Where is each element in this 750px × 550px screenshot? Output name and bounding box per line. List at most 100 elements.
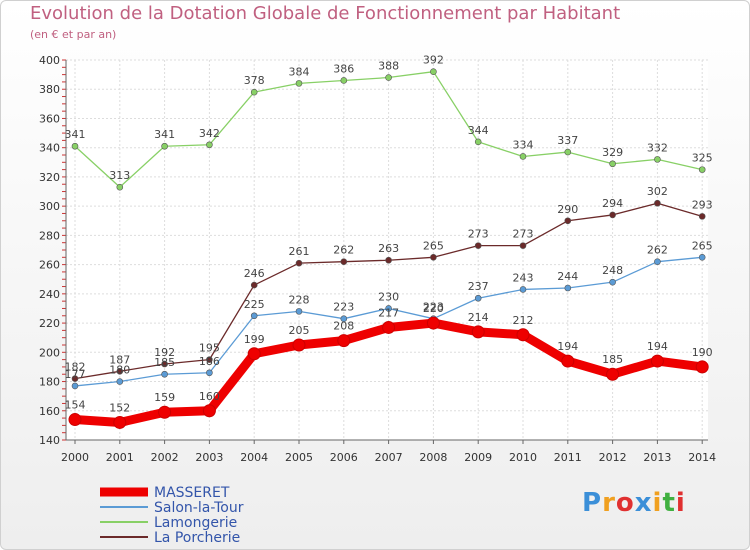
data-label: 248: [602, 264, 623, 277]
y-tick-label: 340: [39, 142, 60, 155]
data-label: 246: [244, 267, 265, 280]
data-label: 177: [65, 368, 86, 381]
data-point: [564, 217, 572, 225]
y-tick-label: 260: [39, 259, 60, 272]
data-label: 337: [557, 134, 578, 147]
data-point: [609, 211, 616, 219]
data-point: [474, 242, 482, 249]
data-label: 243: [513, 271, 534, 284]
data-point: [698, 213, 706, 220]
data-point: [295, 259, 303, 267]
data-label: 190: [692, 346, 713, 359]
x-tick-label: 2007: [375, 451, 403, 464]
data-point: [116, 183, 124, 191]
y-tick-label: 280: [39, 229, 60, 242]
data-label: 152: [109, 401, 130, 414]
data-label: 378: [244, 74, 265, 87]
x-tick-label: 2002: [151, 451, 179, 464]
legend-label: La Porcherie: [154, 530, 240, 546]
data-label: 265: [423, 239, 444, 252]
x-tick-label: 2008: [419, 451, 447, 464]
data-point: [474, 138, 482, 146]
data-point: [71, 142, 79, 150]
data-point: [654, 156, 661, 163]
data-point: [698, 166, 706, 173]
chart-subtitle: (en € et par an): [30, 28, 117, 41]
data-point: [113, 415, 127, 429]
data-label: 159: [154, 391, 175, 404]
legend-label: Lamongerie: [154, 515, 237, 531]
y-tick-label: 400: [39, 54, 60, 67]
data-label: 182: [65, 361, 86, 374]
data-label: 194: [557, 340, 578, 353]
data-label: 386: [333, 62, 354, 75]
x-tick-label: 2010: [509, 451, 537, 464]
data-point: [202, 404, 216, 418]
data-label: 199: [244, 333, 265, 346]
data-label: 214: [468, 311, 489, 324]
data-point: [295, 80, 303, 87]
logo-letter: r: [602, 488, 616, 518]
x-tick-label: 2012: [599, 451, 627, 464]
data-point: [609, 278, 616, 286]
data-label: 341: [154, 128, 175, 141]
data-label: 273: [513, 228, 534, 241]
data-point: [295, 308, 303, 315]
data-point: [695, 360, 709, 374]
data-label: 212: [513, 314, 534, 327]
data-point: [161, 142, 168, 150]
data-point: [430, 68, 437, 75]
data-label: 294: [602, 197, 623, 210]
logo-letter: t: [662, 488, 676, 518]
y-tick-label: 220: [39, 317, 60, 330]
data-label: 273: [468, 228, 489, 241]
data-label: 293: [692, 198, 713, 211]
data-point: [292, 338, 306, 352]
data-point: [340, 77, 348, 84]
y-tick-label: 360: [39, 112, 60, 125]
data-point: [382, 320, 396, 334]
data-label: 187: [109, 353, 130, 366]
data-label: 180: [109, 364, 130, 377]
data-point: [247, 347, 261, 361]
data-label: 302: [647, 185, 668, 198]
data-label: 262: [333, 244, 354, 257]
data-label: 186: [199, 355, 220, 368]
data-label: 244: [557, 270, 578, 283]
logo-letter: i: [652, 488, 663, 518]
data-point: [426, 316, 440, 330]
data-point: [206, 141, 213, 149]
x-tick-label: 2009: [464, 451, 492, 464]
data-point: [340, 315, 348, 322]
data-label: 185: [154, 356, 175, 369]
data-point: [385, 256, 392, 264]
data-label: 334: [513, 138, 534, 151]
data-point: [654, 258, 661, 265]
x-tick-label: 2006: [330, 451, 358, 464]
data-label: 223: [333, 301, 354, 314]
y-tick-label: 320: [39, 171, 60, 184]
data-point: [71, 375, 79, 382]
y-tick-label: 180: [39, 376, 60, 389]
data-point: [250, 312, 258, 320]
y-tick-label: 200: [39, 346, 60, 359]
data-label: 160: [199, 390, 220, 403]
data-label: 261: [289, 245, 310, 258]
data-label: 341: [65, 128, 86, 141]
data-point: [161, 360, 168, 368]
x-tick-label: 2005: [285, 451, 313, 464]
data-point: [698, 254, 706, 261]
y-tick-label: 380: [39, 83, 60, 96]
data-label: 192: [154, 346, 175, 359]
data-label: 220: [423, 302, 444, 315]
data-point: [516, 328, 530, 342]
data-label: 290: [557, 203, 578, 216]
y-tick-label: 240: [39, 288, 60, 301]
logo-letter: P: [582, 488, 603, 518]
data-point: [471, 325, 485, 339]
data-label: 194: [647, 340, 668, 353]
data-point: [161, 370, 168, 378]
logo-letter: o: [615, 488, 635, 518]
data-point: [385, 305, 392, 312]
